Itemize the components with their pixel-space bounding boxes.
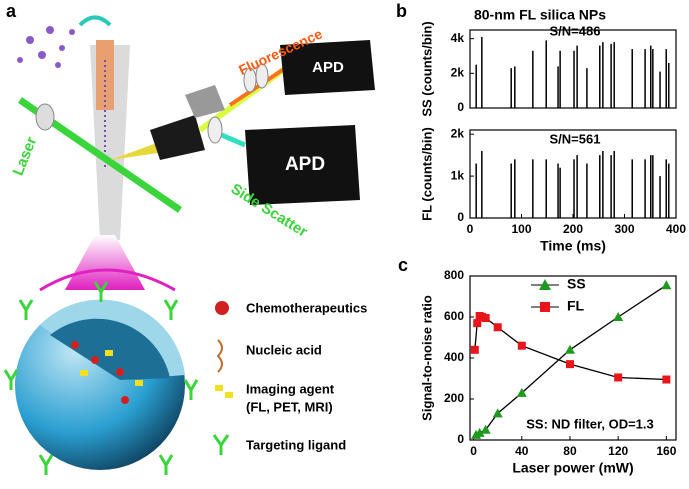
x-tick-label: 200 [563, 222, 583, 236]
x-axis-label: Laser power (mW) [512, 460, 633, 476]
x-tick-label: 80 [563, 444, 577, 458]
legend-label: FL [567, 298, 585, 314]
apd-label: APD [312, 59, 344, 76]
y-tick-label: 4k [451, 31, 465, 45]
x-tick-label: 0 [470, 444, 477, 458]
panel-label: b [396, 1, 407, 21]
legend-label: SS [567, 276, 586, 292]
marker [473, 319, 482, 328]
y-axis-label: Signal-to-noise ratio [419, 295, 434, 421]
marker [470, 345, 479, 354]
legend-marker [539, 279, 551, 290]
x-tick-label: 40 [515, 444, 529, 458]
instrument [17, 15, 375, 292]
legend-text: Chemotherapeutics [246, 300, 367, 315]
plot-frame [469, 29, 677, 109]
y-tick-label: 0 [457, 432, 464, 446]
marker [614, 373, 623, 382]
legend-marker [540, 302, 550, 312]
legend-text: (FL, PET, MRI) [246, 399, 333, 414]
y-tick-label: 0 [457, 210, 464, 224]
marker [565, 360, 574, 369]
marker [662, 375, 671, 384]
x-tick-label: 0 [467, 222, 474, 236]
marker [564, 344, 575, 354]
marker [481, 314, 490, 323]
x-tick-label: 120 [608, 444, 628, 458]
x-tick-label: 160 [656, 444, 676, 458]
marker [613, 312, 624, 321]
legend-icons [212, 301, 233, 455]
marker [492, 408, 503, 418]
y-tick-label: 200 [444, 391, 464, 405]
panel-label: c [398, 255, 408, 275]
marker [517, 341, 526, 350]
chart-title: 80-nm FL silica NPs [474, 7, 606, 23]
y-tick-label: 2k [451, 66, 465, 80]
y-axis-label: FL (counts/bin) [419, 127, 434, 221]
legend-text: Imaging agent [246, 381, 335, 396]
marker [516, 387, 527, 397]
annotation: S/N=486 [550, 23, 601, 38]
panel-label: a [6, 1, 17, 21]
x-tick-label: 300 [614, 222, 634, 236]
legend-text: Targeting ligand [246, 437, 346, 452]
apd-label: APD [285, 154, 325, 175]
marker [493, 323, 502, 332]
x-tick-label: 400 [666, 222, 686, 236]
y-tick-label: 1k [451, 168, 465, 182]
legend-text: Nucleic acid [246, 342, 322, 357]
y-tick-label: 400 [444, 350, 464, 364]
annotation: S/N=561 [550, 131, 601, 146]
marker [474, 427, 485, 437]
marker [661, 280, 672, 290]
y-tick-label: 600 [444, 309, 464, 323]
x-tick-label: 100 [511, 222, 531, 236]
y-tick-label: 0 [457, 100, 464, 114]
y-tick-label: 800 [444, 268, 464, 282]
nanoparticle [3, 281, 199, 475]
annotation: SS: ND filter, OD=1.3 [526, 416, 654, 431]
y-tick-label: 2k [451, 126, 465, 140]
x-axis-label: Time (ms) [540, 238, 606, 254]
marker [480, 424, 491, 434]
y-axis-label: SS (counts/bin) [419, 21, 434, 116]
laser-label: Laser [10, 134, 41, 178]
